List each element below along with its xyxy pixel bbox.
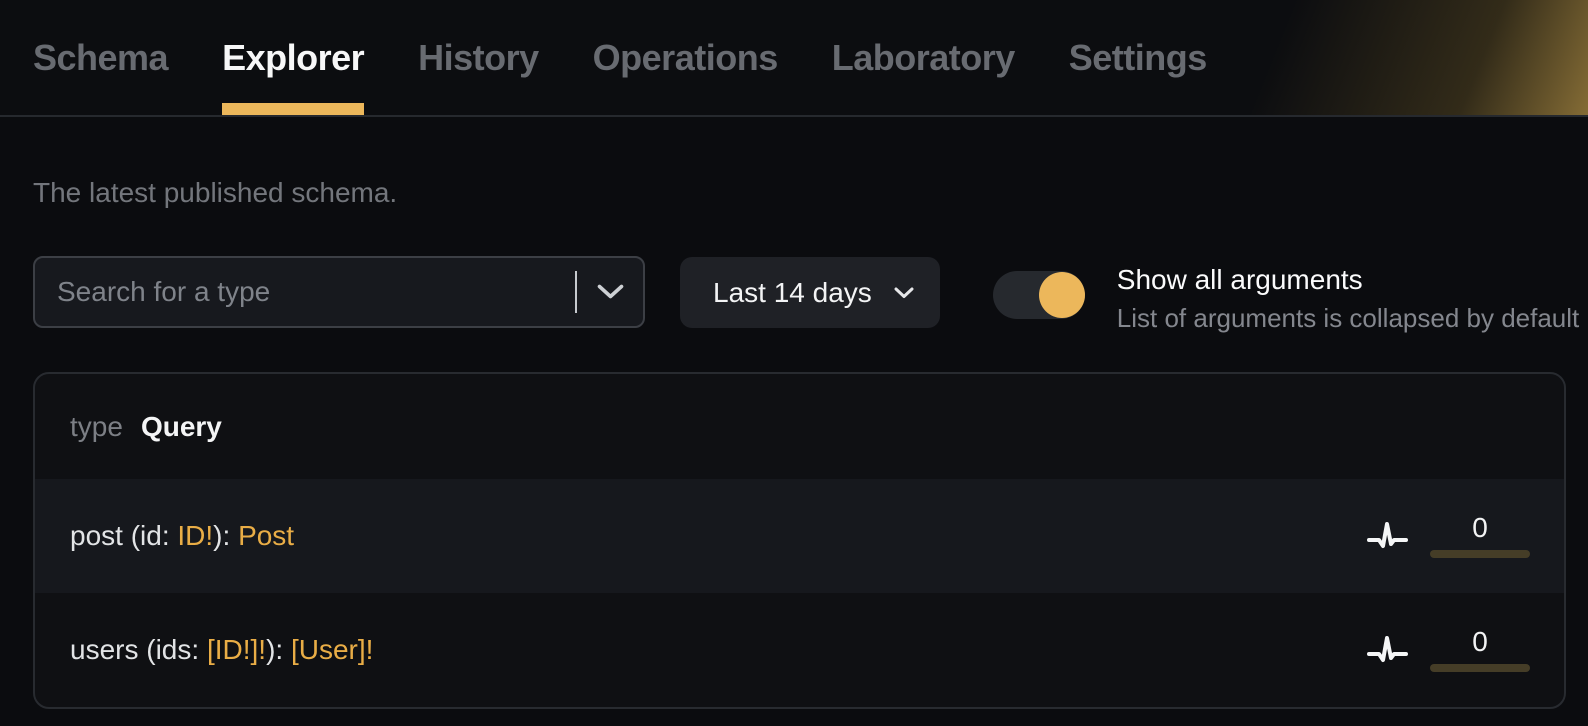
field-row-users[interactable]: users (ids: [ID!]!): [User]! 0 <box>35 593 1564 707</box>
field-usage: 0 <box>1366 628 1530 672</box>
type-kind-label: type <box>70 410 123 442</box>
sig-plain: users (ids: <box>70 634 207 665</box>
active-tab-indicator <box>222 103 365 115</box>
tab-operations[interactable]: Operations <box>592 36 779 78</box>
schema-type-card: type Query post (id: ID!): Post 0 users … <box>33 372 1566 709</box>
field-signature: users (ids: [ID!]!): [User]! <box>70 634 373 666</box>
tab-schema[interactable]: Schema <box>33 36 169 78</box>
usage-stat: 0 <box>1430 628 1530 672</box>
tab-history[interactable]: History <box>418 36 539 78</box>
usage-stat: 0 <box>1430 514 1530 558</box>
sig-type: [ID!]! <box>206 634 267 665</box>
activity-pulse-icon <box>1366 519 1410 553</box>
toggle-description: List of arguments is collapsed by defaul… <box>1116 303 1580 333</box>
activity-pulse-icon <box>1366 633 1410 667</box>
sig-plain: ): <box>266 634 291 665</box>
usage-bar <box>1430 664 1530 672</box>
field-signature: post (id: ID!): Post <box>70 520 294 552</box>
toggle-title: Show all arguments <box>1116 264 1363 295</box>
explorer-page: The latest published schema. Last 14 day… <box>0 177 1588 709</box>
search-divider <box>575 271 577 313</box>
tab-explorer-label: Explorer <box>222 36 365 78</box>
search-input[interactable] <box>35 276 575 308</box>
sig-plain: post (id: <box>70 520 178 551</box>
toggle-knob <box>1038 272 1085 318</box>
controls-row: Last 14 days Show all arguments List of … <box>33 256 1588 334</box>
search-dropdown-button[interactable] <box>577 258 643 326</box>
tab-laboratory[interactable]: Laboratory <box>831 36 1016 78</box>
tab-explorer[interactable]: Explorer <box>222 0 365 115</box>
sig-plain: ): <box>213 520 239 551</box>
usage-bar <box>1430 550 1530 558</box>
sig-type: ID! <box>177 520 214 551</box>
field-usage: 0 <box>1366 514 1530 558</box>
page-subtitle: The latest published schema. <box>33 177 398 208</box>
toggle-text-block: Show all arguments List of arguments is … <box>1117 264 1579 334</box>
sig-type: [User]! <box>290 634 374 665</box>
type-name: Query <box>140 410 222 442</box>
period-dropdown-label: Last 14 days <box>713 276 872 308</box>
sig-type: Post <box>238 520 295 551</box>
period-dropdown[interactable]: Last 14 days <box>680 257 940 328</box>
type-search-combobox[interactable] <box>33 256 645 328</box>
usage-count: 0 <box>1472 626 1488 657</box>
chevron-down-icon <box>597 284 623 299</box>
chevron-down-icon <box>894 287 914 298</box>
tab-bar: Schema Explorer History Operations Labor… <box>0 0 1588 117</box>
type-card-header: type Query <box>35 374 1564 479</box>
field-row-post[interactable]: post (id: ID!): Post 0 <box>35 479 1564 593</box>
tab-settings[interactable]: Settings <box>1068 36 1208 78</box>
usage-count: 0 <box>1472 512 1488 543</box>
show-arguments-toggle[interactable] <box>992 271 1085 319</box>
